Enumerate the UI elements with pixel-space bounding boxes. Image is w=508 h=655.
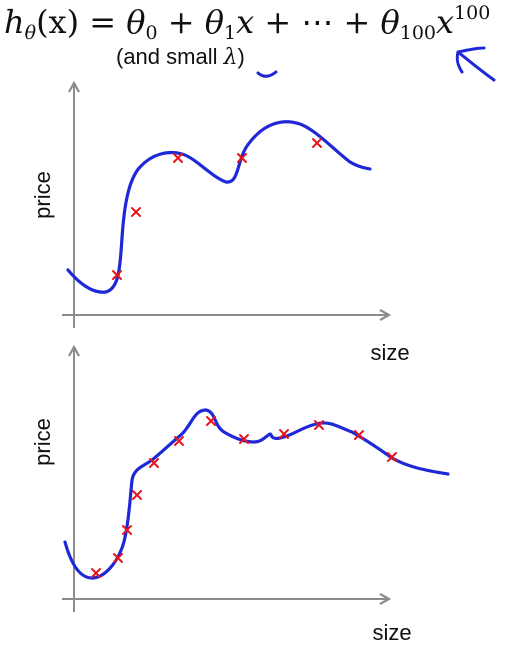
bottom-data-point bbox=[122, 525, 132, 535]
eq-x1: x bbox=[236, 3, 255, 41]
eq-lhs-argument: (x) = bbox=[36, 3, 127, 41]
eq-h: h bbox=[4, 3, 25, 41]
note-suffix: ) bbox=[237, 44, 245, 69]
note-lambda: λ bbox=[223, 45, 238, 70]
bottom-y-label: price bbox=[30, 418, 55, 466]
bottom-data-point bbox=[149, 458, 159, 468]
bottom-x-label: size bbox=[372, 620, 411, 645]
top-x-label: size bbox=[370, 340, 409, 365]
bottom-data-point bbox=[91, 568, 101, 578]
lambda-underline-annotation bbox=[256, 70, 278, 78]
bottom-data-point bbox=[279, 429, 289, 439]
eq-theta100-index: 100 bbox=[399, 22, 436, 44]
top-y-label: price bbox=[30, 171, 55, 219]
eq-theta-subscript: θ bbox=[24, 22, 37, 44]
eq-theta1: θ bbox=[204, 3, 225, 41]
eq-theta1-index: 1 bbox=[224, 22, 237, 44]
eq-power: 100 bbox=[454, 2, 491, 24]
eq-x100: x bbox=[436, 3, 455, 41]
bottom-data-point bbox=[113, 553, 123, 563]
eq-ellipsis: + ⋯ + bbox=[254, 3, 381, 41]
bottom-data-point bbox=[387, 452, 397, 462]
bottom-data-point bbox=[174, 436, 184, 446]
note-prefix: (and small bbox=[116, 44, 224, 69]
eq-theta100: θ bbox=[380, 3, 400, 41]
top-data-point bbox=[237, 153, 247, 163]
bottom-data-point bbox=[239, 434, 249, 444]
eq-plus: + bbox=[157, 3, 205, 41]
bottom-data-point bbox=[354, 430, 364, 440]
hypothesis-equation: hθ(x) = θ0 + θ1x + ⋯ + θ100x100 bbox=[4, 2, 504, 46]
top-fit-curve bbox=[66, 120, 372, 294]
bottom-data-point bbox=[314, 420, 324, 430]
top-data-point bbox=[173, 153, 183, 163]
eq-theta0: θ bbox=[126, 3, 146, 41]
eq-theta0-index: 0 bbox=[145, 22, 158, 44]
top-data-point bbox=[112, 270, 122, 280]
top-data-point bbox=[131, 207, 141, 217]
top-data-point bbox=[312, 138, 322, 148]
bottom-data-point bbox=[132, 490, 142, 500]
regularization-note: (and small λ) bbox=[116, 44, 245, 70]
pointer-arrow-annotation bbox=[455, 46, 496, 82]
bottom-fit-curve bbox=[63, 408, 450, 580]
bottom-data-point bbox=[206, 416, 216, 426]
